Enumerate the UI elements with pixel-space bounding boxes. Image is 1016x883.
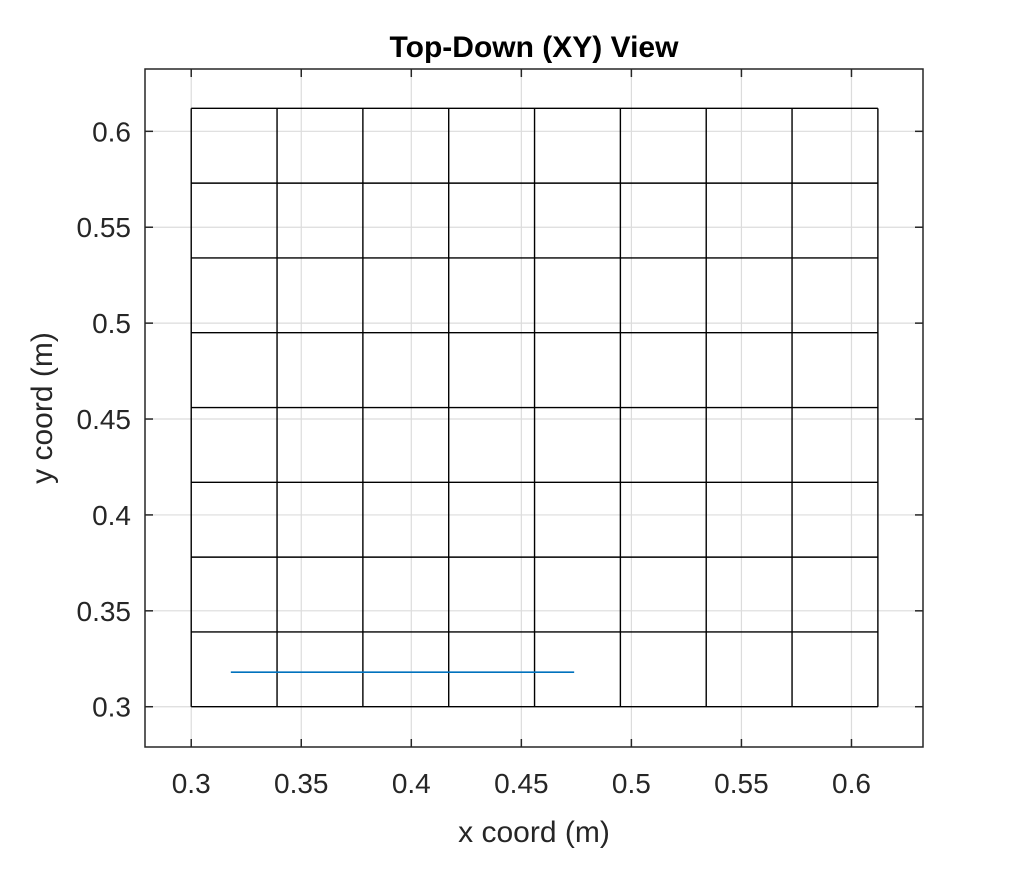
x-tick-label-2: 0.4: [392, 768, 431, 799]
chart-title: Top-Down (XY) View: [390, 31, 680, 64]
y-axis-label: y coord (m): [26, 332, 59, 484]
x-axis-label: x coord (m): [458, 816, 610, 849]
y-tick-label-2: 0.4: [92, 500, 131, 531]
y-tick-label-5: 0.55: [77, 212, 132, 243]
plot-area: 0.3 0.35 0.4 0.45 0.5 0.55 0.6 0.3 0.35 0.4 0.45 0.…: [77, 68, 924, 799]
x-tick-label-3: 0.45: [494, 768, 549, 799]
x-tick-label-6: 0.6: [832, 768, 871, 799]
x-tick-label-0: 0.3: [172, 768, 211, 799]
y-tick-label-1: 0.35: [77, 596, 132, 627]
x-tick-label-4: 0.5: [612, 768, 651, 799]
x-tick-label-5: 0.55: [714, 768, 769, 799]
y-tick-label-3: 0.45: [77, 404, 132, 435]
y-tick-label-0: 0.3: [92, 692, 131, 723]
x-tick-label-1: 0.35: [274, 768, 329, 799]
y-tick-label-6: 0.6: [92, 116, 131, 147]
axes-box: [144, 68, 924, 748]
y-tick-label-4: 0.5: [92, 308, 131, 339]
